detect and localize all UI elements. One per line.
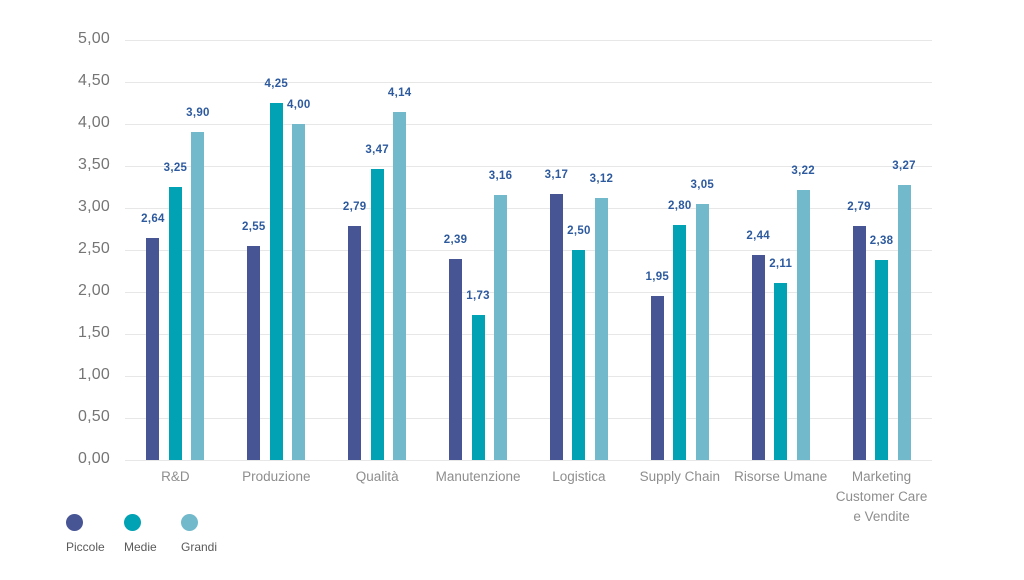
x-axis-category-label-line: Produzione	[242, 469, 311, 484]
y-axis-tick-label: 0,50	[78, 408, 110, 425]
bar-medie	[572, 250, 586, 460]
legend-item-piccole: Piccole	[66, 514, 105, 554]
bar-value-label: 3,47	[365, 143, 389, 156]
bar-value-label: 3,17	[544, 168, 569, 181]
bar-value-label: 2,44	[746, 230, 770, 243]
x-axis-category-label: R&D	[110, 467, 240, 487]
gridline	[125, 291, 932, 293]
bar-piccole	[650, 296, 664, 460]
x-axis-category-label-line: R&D	[161, 469, 190, 484]
bar-medie	[774, 282, 788, 460]
bar-value-label: 3,12	[589, 172, 614, 185]
bar-value-label: 1,73	[466, 289, 490, 302]
x-axis-category-label-line: Marketing	[851, 469, 912, 484]
legend-label: Grandi	[181, 540, 218, 554]
bar-value-label: 2,64	[141, 213, 165, 226]
bar-value-label: 3,27	[892, 160, 916, 173]
y-axis-tick-label: 3,00	[78, 198, 110, 215]
bar-value-label: 2,11	[769, 257, 793, 270]
y-axis-tick-label: 2,00	[78, 282, 110, 299]
x-axis-category-label-line: Logistica	[552, 469, 606, 484]
bar-piccole	[146, 238, 160, 460]
bar-value-label: 2,80	[668, 199, 692, 212]
bar-value-label: 2,39	[443, 234, 468, 247]
gridline	[125, 459, 932, 461]
x-axis-category-label: Qualità	[312, 467, 442, 487]
x-axis-category-label: Manutenzione	[413, 467, 543, 487]
legend-label: Medie	[124, 540, 157, 554]
bar-grandi	[897, 185, 911, 460]
bar-value-label: 3,16	[488, 169, 513, 182]
bar-value-label: 3,90	[186, 107, 210, 120]
bar-piccole	[549, 193, 563, 460]
x-axis-category-label: Logistica	[514, 467, 644, 487]
y-axis-tick-label: 3,50	[78, 156, 110, 173]
gridline	[125, 39, 932, 41]
x-axis-category-label-line: Customer Care	[835, 489, 928, 504]
bar-medie	[875, 260, 889, 460]
x-axis-category-label-line: e Vendite	[853, 509, 910, 524]
bar-piccole	[852, 225, 866, 460]
bar-value-label: 4,00	[287, 99, 311, 111]
bar-grandi	[191, 132, 205, 460]
bar-value-label: 2,50	[567, 225, 591, 237]
bar-value-label: 3,05	[690, 178, 715, 191]
y-axis-tick-label: 1,50	[78, 324, 110, 341]
legend-label: Piccole	[66, 540, 105, 554]
gridline	[125, 165, 932, 167]
bar-grandi	[796, 189, 810, 460]
gridline	[125, 375, 932, 377]
bar-value-label: 2,79	[342, 200, 367, 213]
grandi-series-swatch	[181, 514, 198, 531]
y-axis-tick-label: 5,00	[78, 30, 110, 47]
bar-value-label: 3,25	[163, 162, 188, 174]
gridline	[125, 81, 932, 83]
gridline	[125, 207, 932, 209]
bar-medie	[673, 224, 687, 460]
bar-value-label: 2,79	[847, 200, 871, 213]
bar-grandi	[594, 197, 608, 460]
gridline	[125, 249, 932, 251]
y-axis-tick-label: 0,00	[78, 450, 110, 467]
bar-grandi	[494, 194, 508, 460]
bar-value-label: 3,22	[791, 164, 815, 177]
bar-value-label: 2,38	[869, 235, 894, 248]
legend-item-grandi: Grandi	[181, 514, 217, 554]
x-axis-category-label-line: Supply Chain	[639, 469, 720, 484]
gridline	[125, 123, 932, 125]
y-axis-tick-label: 4,50	[78, 72, 110, 89]
bar-piccole	[751, 255, 765, 460]
legend-item-medie: Medie	[124, 514, 157, 554]
y-axis-tick-label: 2,50	[78, 240, 110, 257]
x-axis-category-label: Risorse Umane	[716, 467, 846, 487]
x-axis-category-label-line: Risorse Umane	[734, 469, 828, 484]
y-axis-tick-label: 4,00	[78, 114, 110, 131]
gridline	[125, 333, 932, 335]
bar-piccole	[247, 245, 261, 460]
piccole-series-swatch	[66, 514, 83, 531]
bar-medie	[370, 168, 384, 460]
bar-value-label: 2,55	[242, 220, 266, 233]
bar-piccole	[348, 225, 362, 460]
bar-piccole	[449, 259, 463, 460]
bar-grandi	[695, 203, 709, 460]
y-axis-tick-label: 1,00	[78, 366, 110, 383]
bar-value-label: 4,14	[387, 87, 412, 100]
x-axis-category-label-line: Manutenzione	[435, 469, 521, 484]
x-axis-category-label: Supply Chain	[615, 467, 745, 487]
bar-medie	[269, 103, 283, 460]
bar-grandi	[292, 124, 306, 460]
bar-medie	[168, 187, 182, 460]
bar-value-label: 1,95	[645, 271, 670, 284]
bar-grandi	[393, 112, 407, 460]
bar-value-label: 4,25	[264, 78, 289, 90]
x-axis-category-label: Marketing Customer Care e Vendite	[817, 467, 947, 527]
medie-series-swatch	[124, 514, 141, 531]
bar-medie	[471, 314, 485, 460]
gridline	[125, 417, 932, 419]
x-axis-category-label: Produzione	[211, 467, 341, 487]
x-axis-category-label-line: Qualità	[355, 469, 399, 484]
